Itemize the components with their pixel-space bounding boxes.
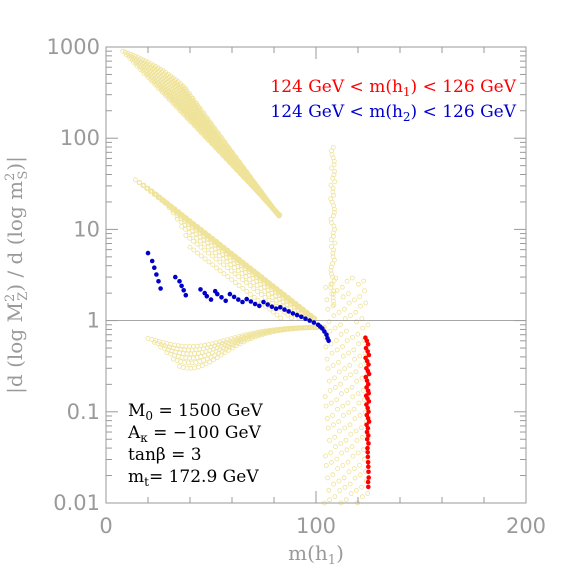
series-1-point xyxy=(257,303,262,309)
series-1-point xyxy=(269,304,275,310)
series-2-point xyxy=(364,378,370,383)
series-1-point xyxy=(282,307,287,312)
param-m0: M0 = 1500 GeV xyxy=(128,401,263,423)
data-points xyxy=(145,250,372,490)
series-1-point xyxy=(181,288,186,293)
series-1-point xyxy=(154,272,159,277)
parameter-annotations: M0 = 1500 GeV Aκ = −100 GeV tanβ = 3 mt=… xyxy=(127,401,263,489)
series-2-point xyxy=(366,352,372,358)
series-1-point xyxy=(326,338,331,344)
series-1-point xyxy=(158,286,163,291)
y-tick-label: 1 xyxy=(87,309,100,333)
series-2-point xyxy=(365,349,371,354)
series-2-point xyxy=(364,338,370,344)
series-2-point xyxy=(366,469,371,475)
x-tick-label: 200 xyxy=(506,514,546,538)
series-1-point xyxy=(173,274,178,280)
series-1-point xyxy=(149,258,155,264)
series-2-point xyxy=(363,374,369,380)
series-1-point xyxy=(303,316,308,322)
series-1-point xyxy=(294,312,300,318)
y-axis-title: |d (log M2Z) / d (log m2S)| xyxy=(3,156,31,394)
series-2-point xyxy=(366,475,372,480)
y-tick-label: 1000 xyxy=(47,35,100,59)
series-1-point xyxy=(248,299,254,304)
tick-labels: 0.01 0.1 1 10 100 1000 0 100 200 xyxy=(47,35,547,538)
series-1-point xyxy=(231,294,237,300)
series-1-point xyxy=(265,302,271,307)
series-1-point xyxy=(227,291,233,297)
series-1-point xyxy=(307,318,313,323)
series-2-point xyxy=(365,405,371,411)
y-tick-label: 10 xyxy=(73,217,100,241)
param-mt: mt= 172.9 GeV xyxy=(128,467,259,489)
series-2-point xyxy=(365,445,370,451)
y-tick-label: 0.1 xyxy=(67,400,100,424)
x-tick-label: 100 xyxy=(296,514,336,538)
param-akappa: Aκ = −100 GeV xyxy=(127,423,262,445)
series-1-point xyxy=(244,296,249,302)
x-axis-title: m(h1) xyxy=(288,541,344,568)
series-2-point xyxy=(366,399,372,404)
series-1-point xyxy=(145,250,151,256)
series-2-point xyxy=(365,459,371,465)
series-2-point xyxy=(366,419,372,424)
series-1-point xyxy=(278,305,283,310)
scan-region xyxy=(120,48,371,506)
series-1-point xyxy=(299,314,304,320)
series-1-point xyxy=(261,299,266,305)
series-2-point xyxy=(365,479,371,485)
series-1-point xyxy=(183,292,189,298)
series-1-point xyxy=(290,311,296,316)
series-1-point xyxy=(236,297,241,302)
series-2-point xyxy=(366,362,371,367)
series-2-point xyxy=(366,433,371,438)
legend: 124 GeV < m(h1) < 126 GeV 124 GeV < m(h2… xyxy=(270,77,516,124)
series-2-point xyxy=(364,437,370,442)
series-1-point xyxy=(177,279,182,284)
legend-h2: 124 GeV < m(h2) < 126 GeV xyxy=(270,102,516,124)
series-2-point xyxy=(366,371,372,377)
y-tick-label: 0.01 xyxy=(53,491,100,515)
series-1-point xyxy=(198,287,203,292)
series-1-point xyxy=(252,301,258,307)
series-1-point xyxy=(273,306,279,312)
series-2-point xyxy=(366,484,371,490)
series-1-point xyxy=(156,279,161,284)
series-1-point xyxy=(219,295,224,300)
series-2-point xyxy=(365,426,371,431)
series-2-point xyxy=(366,464,371,470)
series-2-point xyxy=(365,342,371,347)
param-tanbeta: tanβ = 3 xyxy=(128,445,202,465)
series-1-point xyxy=(208,297,214,302)
series-1-point xyxy=(311,320,317,325)
series-2-point xyxy=(364,429,370,435)
legend-h1: 124 GeV < m(h1) < 126 GeV xyxy=(270,77,516,99)
series-1-point xyxy=(324,332,329,338)
series-1-point xyxy=(223,298,228,304)
series-1-point xyxy=(286,309,292,314)
y-tick-label: 100 xyxy=(60,126,100,150)
axis-ticks xyxy=(105,46,527,504)
x-tick-label: 0 xyxy=(99,514,112,538)
series-1-point xyxy=(152,265,157,271)
series-1-point xyxy=(179,283,184,289)
series-1-point xyxy=(204,293,210,299)
series-1-point xyxy=(215,291,220,297)
series-2-point xyxy=(364,422,369,428)
series-2-point xyxy=(366,441,371,446)
scan-points xyxy=(120,48,371,506)
series-2-point xyxy=(365,450,371,455)
series-2-point xyxy=(365,454,371,460)
series-1-point xyxy=(240,299,245,305)
